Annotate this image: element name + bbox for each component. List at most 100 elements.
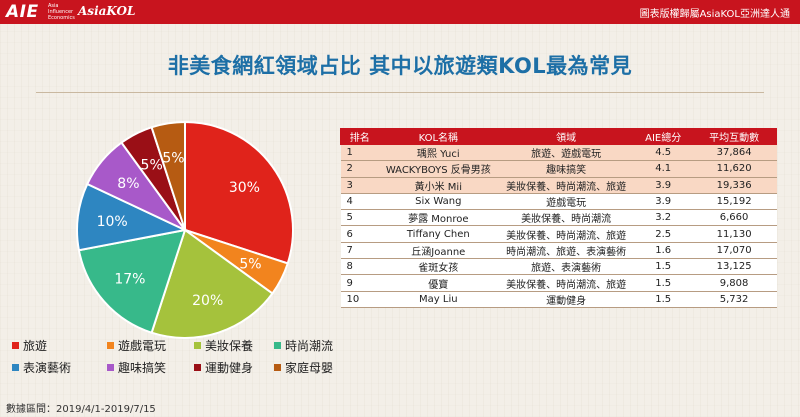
legend-item: 家庭母嬰 [274,359,333,376]
table-header-row: 排名 KOL名稱 領域 AIE總分 平均互動數 [340,128,777,145]
cell-kol-name: WACKYBOYS 反骨男孩 [379,160,498,178]
title-divider [36,92,764,93]
table-row: 9 優寶 美妝保養、時尚潮流、旅遊 1.5 9,808 [340,274,777,292]
cell-field: 美妝保養、時尚潮流 [497,209,635,227]
cell-aie-score: 4.1 [634,160,692,178]
legend-swatch [274,364,281,371]
legend-label: 美妝保養 [205,339,254,353]
chart-title: 非美食網紅領域占比 其中以旅遊類KOL最為常見 [167,54,633,78]
cell-kol-name: Six Wang [379,193,498,211]
cell-rank: 4 [340,193,379,211]
cell-avg-interactions: 5,732 [691,291,777,308]
cell-field: 美妝保養、時尚潮流、旅遊 [497,225,635,243]
cell-rank: 5 [340,209,379,227]
cell-kol-name: 優寶 [379,274,498,292]
cell-avg-interactions: 6,660 [691,209,777,227]
cell-avg-interactions: 17,070 [691,242,777,260]
cell-kol-name: 雀斑女孩 [379,258,498,276]
kol-ranking-table: 排名 KOL名稱 領域 AIE總分 平均互動數 1 瑀熙 Yuci 旅遊、遊戲電玩 4… [340,128,777,308]
legend-swatch [194,342,201,349]
legend-item: 趣味搞笑 [107,359,166,376]
cell-field: 旅遊、遊戲電玩 [497,144,635,162]
cell-rank: 6 [340,225,379,243]
copyright-notice: 圖表版權歸屬AsiaKOL亞洲達人通 [639,9,790,20]
slice-label: 30% [229,180,260,196]
cell-avg-interactions: 11,620 [691,160,777,178]
legend-swatch [274,342,281,349]
legend-label: 表演藝術 [23,361,72,375]
slice-label: 8% [117,176,139,192]
table-row: 6 Tiffany Chen 美妝保養、時尚潮流、旅遊 2.5 11,130 [340,225,777,243]
legend-swatch [194,364,201,371]
cell-aie-score: 1.5 [634,258,692,276]
cell-kol-name: May Liu [379,291,498,308]
cell-rank: 3 [340,177,379,194]
cell-field: 旅遊、表演藝術 [497,258,635,276]
cell-rank: 10 [340,291,379,308]
header-aie-score: AIE總分 [634,128,693,145]
cell-kol-name: 夢露 Monroe [379,209,498,227]
cell-aie-score: 1.5 [634,274,692,292]
table-row: 10 May Liu 運動健身 1.5 5,732 [340,291,777,308]
cell-avg-interactions: 13,125 [691,258,777,276]
cell-kol-name: Tiffany Chen [379,225,498,243]
slice-label: 5% [239,256,261,272]
cell-kol-name: 丘涵Joanne [379,242,498,260]
cell-avg-interactions: 15,192 [691,193,777,211]
legend-swatch [12,342,19,349]
legend-swatch [12,364,19,371]
cell-rank: 9 [340,274,379,292]
legend-item: 旅遊 [12,337,47,354]
cell-aie-score: 4.5 [634,144,692,162]
legend-label: 家庭母嬰 [285,361,334,375]
table-row: 3 黃小米 Mii 美妝保養、時尚潮流、旅遊 3.9 19,336 [340,177,777,194]
header-avg-interactions: 平均互動數 [691,128,777,145]
legend-item: 運動健身 [194,359,253,376]
legend-label: 運動健身 [205,361,254,375]
legend-swatch [107,364,114,371]
table-row: 1 瑀熙 Yuci 旅遊、遊戲電玩 4.5 37,864 [340,144,777,162]
slice-label: 20% [192,293,223,309]
pie-chart: 30%5%20%17%10%8%5% 5% [76,120,294,339]
cell-aie-score: 3.9 [634,193,692,211]
cell-field: 趣味搞笑 [497,160,635,178]
header-field: 領域 [497,128,636,145]
cell-field: 時尚潮流、旅遊、表演藝術 [497,242,635,260]
legend-label: 遊戲電玩 [118,339,167,353]
table-row: 2 WACKYBOYS 反骨男孩 趣味搞笑 4.1 11,620 [340,160,777,178]
slice-label: 17% [114,272,145,288]
cell-avg-interactions: 37,864 [691,144,777,162]
cell-kol-name: 黃小米 Mii [379,177,498,194]
legend-item: 遊戲電玩 [107,337,166,354]
cell-avg-interactions: 9,808 [691,274,777,292]
legend-label: 旅遊 [23,339,48,353]
slice-label: 10% [97,214,128,230]
cell-rank: 1 [340,144,379,162]
cell-aie-score: 1.5 [634,291,692,308]
legend-item: 表演藝術 [12,359,71,376]
header-kol-name: KOL名稱 [378,128,499,145]
cell-avg-interactions: 11,130 [691,225,777,243]
table-row: 4 Six Wang 遊戲電玩 3.9 15,192 [340,193,777,211]
asiakol-logo: AsiaKOL [78,4,136,18]
cell-aie-score: 1.6 [634,242,692,260]
pie-slice [77,228,187,334]
pie-slice [150,228,274,339]
legend-item: 時尚潮流 [274,337,333,354]
data-period-note: 數據區間：2019/4/1-2019/7/15 [6,404,156,415]
cell-aie-score: 3.2 [634,209,692,227]
aie-logo-subtext: Asia Influencer Economics [48,3,75,21]
legend-label: 時尚潮流 [285,339,334,353]
cell-aie-score: 2.5 [634,225,692,243]
cell-field: 遊戲電玩 [497,193,635,211]
cell-avg-interactions: 19,336 [691,177,777,194]
cell-field: 美妝保養、時尚潮流、旅遊 [497,177,635,194]
slice-label: 5% [141,158,163,174]
table-row: 5 夢露 Monroe 美妝保養、時尚潮流 3.2 6,660 [340,209,777,227]
header-rank: 排名 [340,128,380,145]
pie-slice [150,120,186,231]
cell-rank: 8 [340,258,379,276]
legend-label: 趣味搞笑 [118,361,167,375]
legend-swatch [107,342,114,349]
cell-aie-score: 3.9 [634,177,692,194]
